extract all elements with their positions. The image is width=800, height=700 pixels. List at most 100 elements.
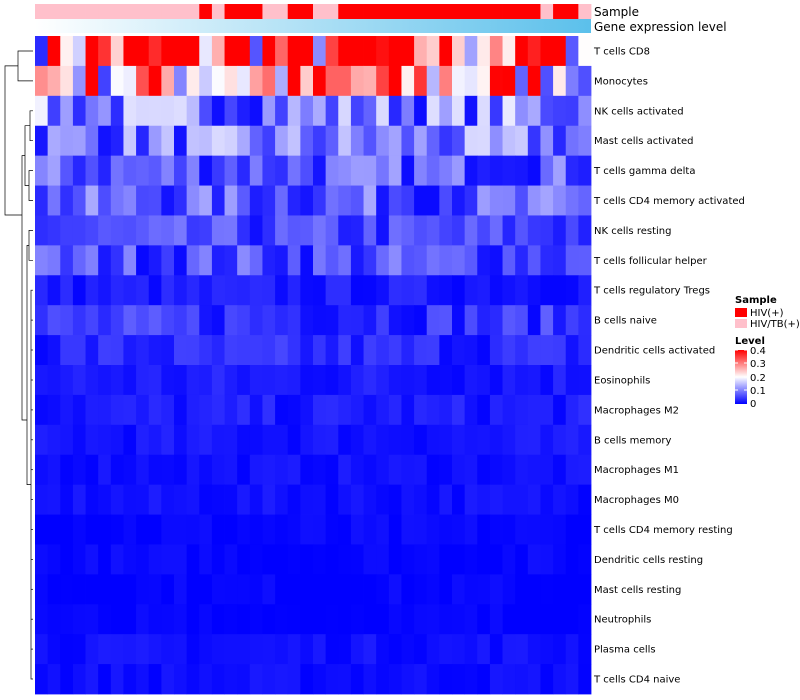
heatmap-cell bbox=[72, 604, 86, 635]
heatmap-cell bbox=[313, 454, 327, 486]
heatmap-cell bbox=[489, 454, 503, 486]
heatmap-cell bbox=[363, 484, 377, 515]
heatmap-cell bbox=[174, 335, 188, 366]
heatmap-cell bbox=[262, 574, 276, 605]
heatmap-cell bbox=[540, 125, 554, 157]
heatmap-cell bbox=[313, 544, 327, 575]
heatmap-cell bbox=[313, 604, 327, 635]
heatmap-cell bbox=[464, 95, 478, 127]
heatmap-cell bbox=[174, 155, 188, 186]
heatmap-cell bbox=[123, 335, 137, 366]
heatmap-cell bbox=[186, 185, 200, 216]
heatmap-cell bbox=[515, 215, 529, 246]
heatmap-cell bbox=[464, 335, 478, 366]
heatmap-cell bbox=[426, 155, 440, 186]
heatmap-cell bbox=[401, 424, 415, 456]
heatmap-cell bbox=[540, 424, 554, 456]
heatmap-cell bbox=[540, 275, 554, 306]
heatmap-cell bbox=[110, 305, 124, 336]
heatmap-cell bbox=[85, 65, 99, 97]
heatmap-cell bbox=[98, 185, 112, 216]
heatmap-cell bbox=[224, 574, 238, 605]
heatmap-cell bbox=[388, 125, 402, 157]
heatmap-cell bbox=[148, 394, 162, 426]
heatmap-cell bbox=[47, 245, 61, 276]
heatmap-cell bbox=[464, 245, 478, 276]
heatmap-cell bbox=[363, 394, 377, 426]
heatmap-cell bbox=[477, 424, 491, 456]
heatmap-cell bbox=[452, 424, 466, 456]
heatmap-cell bbox=[414, 574, 428, 605]
heatmap-cell bbox=[325, 514, 339, 545]
heatmap-cell bbox=[553, 544, 567, 575]
heatmap-cell bbox=[540, 36, 554, 67]
heatmap-cell bbox=[388, 424, 402, 456]
heatmap-cell bbox=[477, 245, 491, 276]
heatmap-cell bbox=[249, 484, 263, 515]
heatmap-cell bbox=[388, 305, 402, 336]
dendrogram-branch bbox=[28, 170, 33, 201]
heatmap-cell bbox=[35, 544, 49, 575]
heatmap-cell bbox=[540, 365, 554, 396]
heatmap-cell bbox=[426, 424, 440, 456]
heatmap-cell bbox=[527, 95, 541, 127]
heatmap-cell bbox=[414, 604, 428, 635]
heatmap-cell bbox=[211, 305, 225, 336]
sample-cell bbox=[148, 4, 162, 19]
heatmap-cell bbox=[110, 424, 124, 456]
heatmap-cell bbox=[464, 65, 478, 97]
heatmap-cell bbox=[300, 215, 314, 246]
heatmap-cell bbox=[161, 664, 175, 695]
heatmap-cell bbox=[540, 95, 554, 127]
heatmap-cell bbox=[578, 484, 592, 515]
heatmap-cell bbox=[338, 65, 352, 97]
heatmap-cell bbox=[300, 125, 314, 157]
sample-annotation-track bbox=[35, 4, 592, 19]
heatmap-cell bbox=[414, 394, 428, 426]
heatmap-cell bbox=[325, 544, 339, 575]
heatmap-cell bbox=[35, 365, 49, 396]
level-legend-title: Level bbox=[735, 336, 765, 347]
heatmap-cell bbox=[426, 245, 440, 276]
heatmap-cell bbox=[123, 604, 137, 635]
heatmap-cell bbox=[388, 335, 402, 366]
heatmap-cell bbox=[426, 335, 440, 366]
heatmap-cell bbox=[186, 245, 200, 276]
heatmap-cell bbox=[85, 514, 99, 545]
heatmap-cell bbox=[452, 245, 466, 276]
heatmap-cell bbox=[60, 125, 74, 157]
heatmap-cell bbox=[237, 185, 251, 216]
heatmap-cell bbox=[110, 65, 124, 97]
heatmap-cell bbox=[388, 484, 402, 515]
heatmap-cell bbox=[161, 454, 175, 486]
heatmap-cell bbox=[477, 544, 491, 575]
dendrogram-branch bbox=[21, 155, 27, 421]
heatmap-cell bbox=[174, 394, 188, 426]
sample-cell bbox=[249, 4, 263, 19]
heatmap-cell bbox=[515, 664, 529, 695]
heatmap-cell bbox=[325, 664, 339, 695]
sample-cell bbox=[47, 4, 61, 19]
heatmap-cell bbox=[477, 454, 491, 486]
heatmap-cell bbox=[376, 275, 390, 306]
heatmap-cell bbox=[98, 454, 112, 486]
heatmap-cell bbox=[565, 36, 579, 67]
heatmap-cell bbox=[211, 125, 225, 157]
heatmap-cell bbox=[174, 484, 188, 515]
heatmap-cell bbox=[527, 125, 541, 157]
heatmap-cell bbox=[439, 634, 453, 665]
heatmap-cell bbox=[363, 664, 377, 695]
heatmap-cell bbox=[502, 424, 516, 456]
gene-expression-level-track bbox=[35, 19, 591, 33]
heatmap-cell bbox=[464, 514, 478, 545]
heatmap-cell bbox=[262, 604, 276, 635]
heatmap-cell bbox=[515, 36, 529, 67]
heatmap-cell bbox=[452, 664, 466, 695]
heatmap-cell bbox=[527, 424, 541, 456]
heatmap-cell bbox=[237, 424, 251, 456]
heatmap-cell bbox=[515, 185, 529, 216]
heatmap-cell bbox=[464, 36, 478, 67]
heatmap-cell bbox=[85, 185, 99, 216]
heatmap-cell bbox=[553, 634, 567, 665]
heatmap-cell bbox=[60, 634, 74, 665]
